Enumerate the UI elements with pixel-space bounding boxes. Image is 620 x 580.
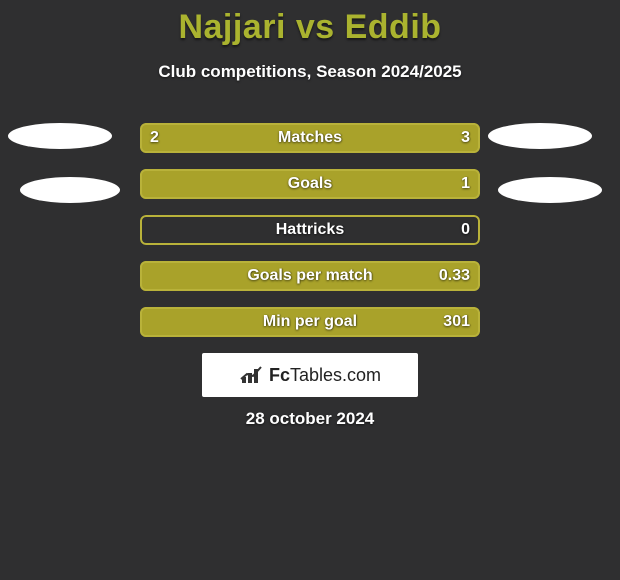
page-title: Najjari vs Eddib — [0, 8, 620, 47]
date-text: 28 october 2024 — [0, 409, 620, 429]
subtitle: Club competitions, Season 2024/2025 — [0, 62, 620, 82]
chart-icon — [239, 365, 265, 385]
stat-value-right: 0 — [461, 215, 470, 245]
stat-value-left: 2 — [150, 123, 159, 153]
stat-value-right: 3 — [461, 123, 470, 153]
stat-value-right: 1 — [461, 169, 470, 199]
player-left-badge-2 — [20, 177, 120, 203]
stat-label: Min per goal — [140, 307, 480, 337]
stat-label: Hattricks — [140, 215, 480, 245]
stat-value-right: 301 — [443, 307, 470, 337]
stat-value-right: 0.33 — [439, 261, 470, 291]
player-right-badge-1 — [488, 123, 592, 149]
logo-prefix: Fc — [269, 365, 290, 385]
stat-row: Goals1 — [140, 169, 480, 199]
source-logo: FcTables.com — [202, 353, 418, 397]
stat-label: Goals — [140, 169, 480, 199]
stat-label: Goals per match — [140, 261, 480, 291]
logo-suffix: Tables.com — [290, 365, 381, 385]
logo-text: FcTables.com — [269, 365, 381, 386]
stat-row: Min per goal301 — [140, 307, 480, 337]
stat-row: Matches2 3 — [140, 123, 480, 153]
stat-row: Goals per match0.33 — [140, 261, 480, 291]
comparison-infographic: Najjari vs Eddib Club competitions, Seas… — [0, 0, 620, 580]
player-right-badge-2 — [498, 177, 602, 203]
stat-row: Hattricks0 — [140, 215, 480, 245]
stat-rows: Matches2 3 Goals1 Hattricks0 Goals per match… — [140, 123, 480, 353]
player-left-badge-1 — [8, 123, 112, 149]
stat-label: Matches — [140, 123, 480, 153]
